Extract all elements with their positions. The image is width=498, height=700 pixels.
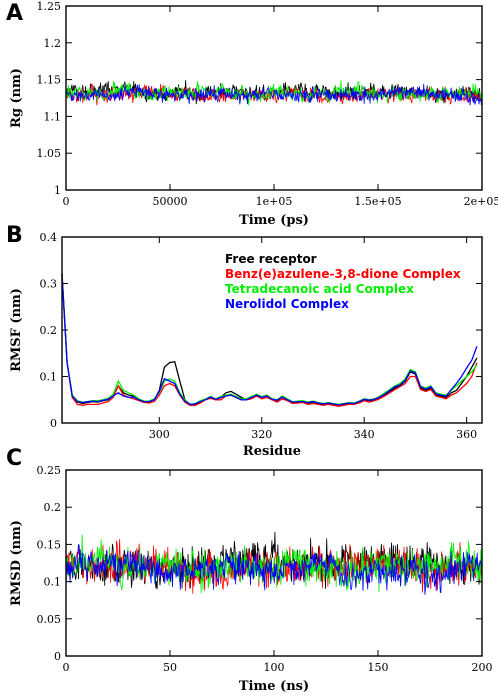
chart-panel-c: 0 50 100 150 200 0 0.05 0.1 0.15 0.2 0.25 Time (ns…: [9, 464, 493, 694]
y-tick-label: 0: [50, 417, 57, 430]
legend-entry-nerolidol-complex: Nerolidol Complex: [225, 297, 349, 311]
x-tick-label: 100: [264, 661, 285, 674]
x-tick-label: 2e+05: [464, 195, 498, 208]
rg-series-group: [66, 80, 482, 105]
x-tick-label: 340: [354, 428, 375, 441]
y-tick-label: 1.05: [37, 147, 62, 160]
x-tick-label: 50000: [153, 195, 188, 208]
panel-letter-b: B: [6, 223, 23, 248]
panel-letter-a: A: [6, 1, 23, 26]
x-tick-label: 1.5e+05: [354, 195, 401, 208]
legend-entry-benz-complex: Benz(e)azulene-3,8-dione Complex: [225, 267, 461, 281]
y-tick-label: 1.15: [37, 74, 62, 87]
x-tick-label: 300: [149, 428, 170, 441]
chart-panel-a: 0 50000 1e+05 1.5e+05 2e+05 1 1.05 1.1 1.15 1.2 1.…: [9, 0, 498, 228]
axis-ticks-a: 0 50000 1e+05 1.5e+05 2e+05 1 1.05 1.1 1.15 1.2 1.…: [37, 0, 498, 208]
y-tick-label: 0.1: [44, 576, 62, 589]
chart-panel-b: 300 320 340 360 0 0.1 0.2 0.3 0.4 Residue RMSF (…: [9, 231, 482, 459]
y-axis-label-c: RMSD (nm): [9, 520, 24, 606]
x-tick-label: 360: [456, 428, 477, 441]
y-tick-label: 0.4: [40, 231, 58, 244]
x-tick-label: 50: [163, 661, 177, 674]
y-axis-label-b: RMSF (nm): [9, 288, 24, 372]
panel-letter-c: C: [6, 446, 22, 471]
y-tick-label: 0.05: [37, 613, 62, 626]
y-axis-label-a: Rg (nm): [9, 68, 24, 128]
rmsd-series-group: [66, 532, 482, 595]
y-tick-label: 0.2: [40, 324, 58, 337]
y-tick-label: 0.3: [40, 278, 58, 291]
y-tick-label: 1.1: [44, 110, 62, 123]
x-tick-label: 150: [368, 661, 389, 674]
y-tick-label: 0: [54, 650, 61, 663]
x-tick-label: 1e+05: [256, 195, 293, 208]
y-tick-label: 0.1: [40, 371, 58, 384]
x-tick-label: 0: [63, 661, 70, 674]
x-axis-label-a: Time (ps): [239, 213, 309, 228]
y-tick-label: 1.2: [44, 37, 62, 50]
x-tick-label: 320: [251, 428, 272, 441]
x-axis-label-c: Time (ns): [239, 679, 309, 694]
y-tick-label: 1: [54, 184, 61, 197]
y-tick-label: 0.2: [44, 501, 62, 514]
legend: Free receptor Benz(e)azulene-3,8-dione C…: [225, 252, 461, 311]
y-tick-label: 1.25: [37, 0, 62, 13]
legend-entry-tetradecanoic-complex: Tetradecanoic acid Complex: [225, 282, 414, 296]
legend-entry-free-receptor: Free receptor: [225, 252, 317, 266]
x-tick-label: 0: [63, 195, 70, 208]
y-tick-label: 0.25: [37, 464, 62, 477]
y-tick-label: 0.15: [37, 538, 62, 551]
x-axis-label-b: Residue: [243, 444, 301, 459]
x-tick-label: 200: [472, 661, 493, 674]
